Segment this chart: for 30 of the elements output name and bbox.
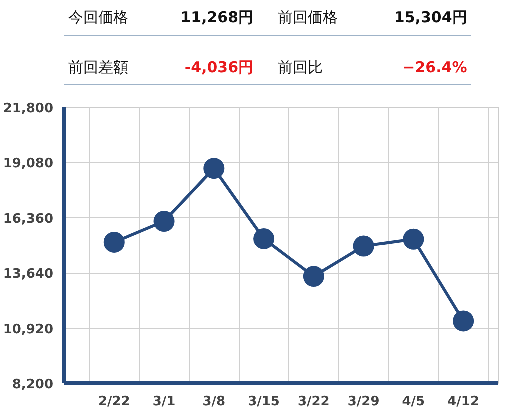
x-tick-label: 3/29	[348, 394, 380, 410]
y-tick-label: 21,800	[3, 102, 54, 116]
point	[303, 266, 324, 288]
x-tick-label: 3/15	[248, 394, 280, 410]
point	[254, 228, 275, 250]
y-tick-label: 10,920	[3, 322, 54, 338]
point	[453, 310, 474, 332]
point	[204, 158, 225, 180]
text: 前回価格	[278, 8, 338, 26]
x-tick-label: 4/5	[402, 394, 426, 410]
x-tick-label: 3/8	[202, 394, 226, 410]
point	[353, 236, 374, 257]
text: -4,036円	[184, 58, 254, 76]
y-tick-label: 19,080	[3, 156, 54, 172]
x-tick-label: 2/22	[98, 394, 130, 410]
x-tick-label: 4/12	[448, 394, 480, 410]
text: 15,304円	[394, 8, 468, 26]
x-tick-label: 3/22	[298, 394, 330, 410]
y-tick-label: 16,360	[3, 212, 54, 227]
point	[154, 211, 175, 232]
text: 前回比	[278, 58, 324, 76]
text: 前回差額	[68, 58, 129, 76]
text: −26.4%	[402, 58, 468, 76]
text: 11,268円	[180, 8, 254, 26]
y-tick-label: 13,640	[3, 267, 54, 282]
x-tick-label: 3/1	[152, 394, 176, 410]
point	[104, 232, 125, 253]
text: 今回価格	[68, 8, 129, 26]
point	[403, 228, 424, 250]
y-tick-label: 8,200	[12, 378, 54, 392]
